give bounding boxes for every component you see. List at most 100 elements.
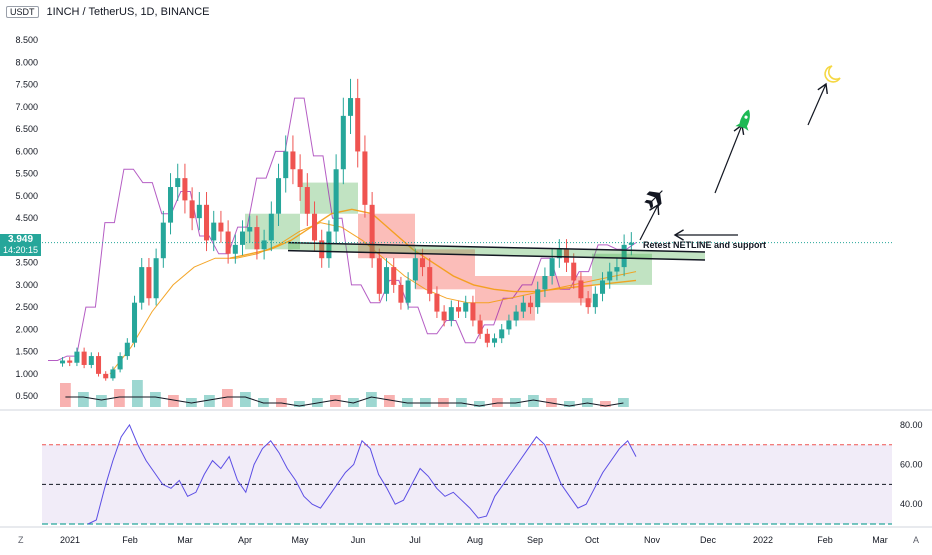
zoom-label[interactable]: Z [18,535,24,545]
price-tick-label: 3.500 [15,258,38,268]
price-tick-label: 1.000 [15,369,38,379]
moving-average-line [229,208,637,293]
netline-band [288,242,705,260]
volume-ma-line [65,396,624,407]
candle-body [211,222,217,241]
candle-body [592,293,598,308]
price-tick-label: 6.500 [15,124,38,134]
candle-body [348,98,354,116]
candle-body [506,320,512,330]
volume-bar [474,401,485,407]
cloud-red-span [415,249,475,290]
candle-body [276,178,282,214]
candle-body [247,227,253,232]
candle-body [614,267,620,272]
annotations [639,65,841,241]
rsi-line [87,423,637,525]
candle-body [441,311,447,321]
candle-body [535,289,541,308]
candle-body [499,329,505,339]
time-tick-label: Mar [177,535,193,545]
price-tick-label: 7.500 [15,80,38,90]
price-tick-label: 8.000 [15,57,38,67]
volume-bar [168,395,179,407]
volume-bar [132,380,143,407]
chart-header: USDT 1INCH / TetherUS, 1D, BINANCE [6,6,210,18]
candle-body [218,222,224,232]
candle-body [60,360,66,364]
candle-body [520,302,526,312]
candle-body [542,276,548,290]
volume-bar [528,395,539,407]
up-arrow-1 [639,204,659,241]
candle-body [196,204,202,219]
candle-body [585,298,591,308]
candle-body [124,342,130,357]
candle-body [340,115,346,170]
up-arrow-1-head [649,203,660,216]
candle-body [304,187,310,214]
netline-top [287,241,706,253]
cloud-red-span [358,213,415,259]
volume-bar [60,383,71,407]
volume-bar [78,392,89,407]
time-tick-label: Jul [409,535,421,545]
candle-body [384,267,390,294]
volume-bar [204,395,215,407]
candle-body [326,231,332,259]
candle-body [88,356,94,365]
time-tick-label: May [291,535,309,545]
candle-body [110,369,116,379]
annotation-text[interactable]: Retest NETLINE and support [643,240,767,250]
candle-body [412,258,418,281]
candle-body [556,249,562,259]
candle-body [261,240,267,250]
airplane-shape [644,190,663,209]
rocket-fins [735,122,749,131]
candle-body [470,302,476,321]
candle-body [204,204,210,241]
candle-body [369,204,375,259]
candle-body [376,258,382,294]
rsi-axis[interactable]: 40.00 60.00 80.00 [900,420,923,509]
time-tick-label: Oct [585,535,600,545]
volume-bar [294,401,305,407]
volume-bar [240,392,251,407]
candle-body [268,213,274,241]
candle-body [463,302,469,312]
candle-body [484,333,490,343]
volume-bars [60,380,629,407]
candle-body [600,280,606,294]
candle-body [621,244,627,268]
candle-body [297,169,303,188]
time-tick-label: 2022 [753,535,773,545]
time-axis[interactable]: 2021 Feb Mar Apr May Jun Jul Aug Sep Oct Nov Dec 202… [60,535,888,545]
time-tick-label: Sep [527,535,543,545]
symbol-title: 1INCH / TetherUS, 1D, BINANCE [46,6,210,18]
up-arrow-2 [714,124,743,194]
candle-body [160,222,166,259]
candle-body [81,351,87,365]
volume-bar [114,389,125,407]
candle-body [96,356,102,374]
candle-body [456,307,462,312]
volume-bar [222,389,233,407]
unit-badge[interactable]: USDT [6,6,39,18]
time-tick-label: Nov [644,535,661,545]
candle-body [564,249,570,263]
price-tick-label: 6.000 [15,146,38,156]
time-tick-label: Feb [122,535,138,545]
crescent-moon-icon [824,65,841,83]
candle-body [283,151,289,179]
rsi-tick-label: 60.00 [900,460,923,470]
price-axis[interactable]: 0.5001.0001.5002.0002.5003.0003.5004.000… [15,35,38,401]
price-tick-label: 0.500 [15,391,38,401]
candle-body [290,151,296,170]
rocket-window [744,115,748,119]
auto-scale-label[interactable]: A [913,535,920,545]
volume-bar [150,392,161,407]
candle-body [427,267,433,294]
candle-body [434,293,440,312]
airplane-icon [644,190,663,209]
